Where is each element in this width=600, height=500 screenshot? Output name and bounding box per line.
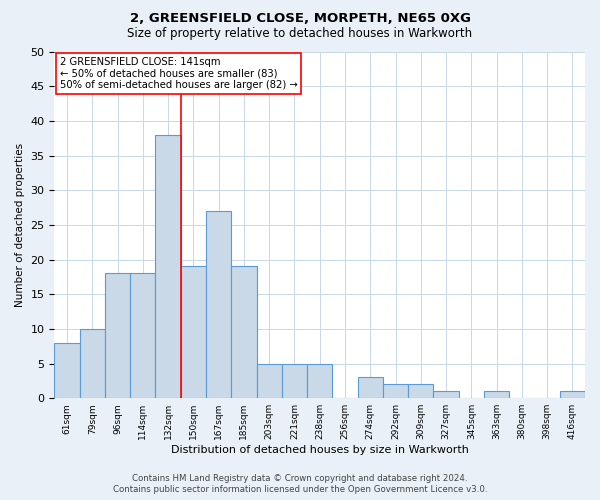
Text: 2, GREENSFIELD CLOSE, MORPETH, NE65 0XG: 2, GREENSFIELD CLOSE, MORPETH, NE65 0XG [130, 12, 470, 26]
Bar [55, 342, 80, 398]
Bar [155, 134, 181, 398]
Bar [206, 211, 231, 398]
Bar [80, 329, 105, 398]
Bar [105, 274, 130, 398]
Text: Contains HM Land Registry data © Crown copyright and database right 2024.
Contai: Contains HM Land Registry data © Crown c… [113, 474, 487, 494]
Bar [181, 266, 206, 398]
Bar [130, 274, 155, 398]
Bar [257, 364, 282, 398]
Text: 2 GREENSFIELD CLOSE: 141sqm
← 50% of detached houses are smaller (83)
50% of sem: 2 GREENSFIELD CLOSE: 141sqm ← 50% of det… [60, 56, 298, 90]
Bar [433, 392, 458, 398]
Bar [282, 364, 307, 398]
Text: Size of property relative to detached houses in Warkworth: Size of property relative to detached ho… [127, 28, 473, 40]
Bar [358, 378, 383, 398]
Bar [484, 392, 509, 398]
Bar [408, 384, 433, 398]
Bar [307, 364, 332, 398]
Bar [383, 384, 408, 398]
Y-axis label: Number of detached properties: Number of detached properties [15, 143, 25, 307]
Bar [560, 392, 585, 398]
X-axis label: Distribution of detached houses by size in Warkworth: Distribution of detached houses by size … [171, 445, 469, 455]
Bar [231, 266, 257, 398]
